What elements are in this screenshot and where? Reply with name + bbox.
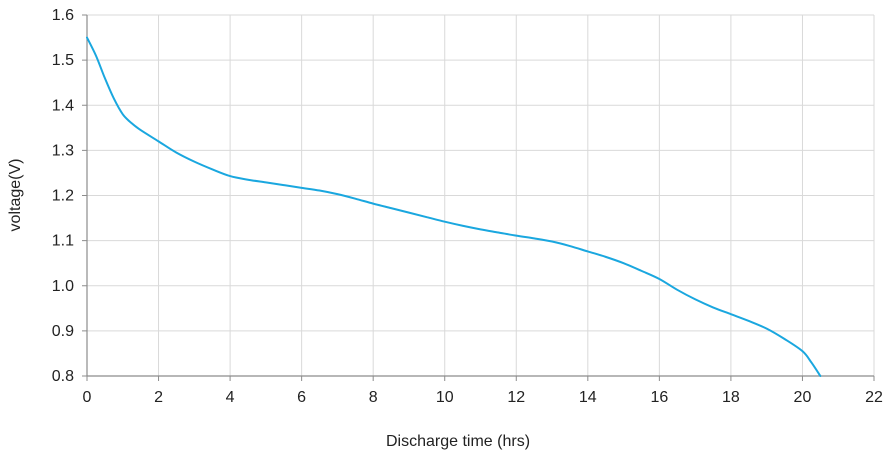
x-tick-label: 0 [83, 389, 92, 406]
grid-layer [87, 14, 875, 376]
voltage-series-line [86, 36, 822, 377]
y-tick-label: 0.8 [52, 368, 74, 385]
x-tick-label: 8 [369, 389, 378, 406]
y-tick-label: 1.0 [52, 278, 74, 295]
y-tick-label: 1.5 [52, 52, 74, 69]
y-tick-label: 1.1 [52, 233, 74, 250]
x-tick-label: 16 [650, 389, 668, 406]
y-tick-label: 0.9 [52, 323, 74, 340]
x-tick-label: 10 [436, 389, 454, 406]
x-tick-label: 4 [226, 389, 235, 406]
y-tick-label: 1.3 [52, 142, 74, 159]
axis-layer [82, 14, 875, 381]
series-layer [86, 36, 822, 377]
y-tick-label: 1.4 [52, 97, 74, 114]
x-tick-label: 2 [154, 389, 163, 406]
y-tick-label: 1.6 [52, 7, 74, 24]
y-tick-label: 1.2 [52, 188, 74, 205]
x-tick-label: 12 [507, 389, 525, 406]
x-tick-label: 20 [794, 389, 812, 406]
x-axis-title: Discharge time (hrs) [386, 433, 530, 450]
x-tick-label: 6 [297, 389, 306, 406]
x-tick-label: 14 [579, 389, 597, 406]
x-tick-label: 22 [865, 389, 883, 406]
x-tick-label: 18 [722, 389, 740, 406]
y-axis-title: voltage(V) [7, 159, 24, 232]
label-layer: Discharge time (hrs) voltage(V) 0 2 4 6 8 10 1… [7, 7, 883, 450]
